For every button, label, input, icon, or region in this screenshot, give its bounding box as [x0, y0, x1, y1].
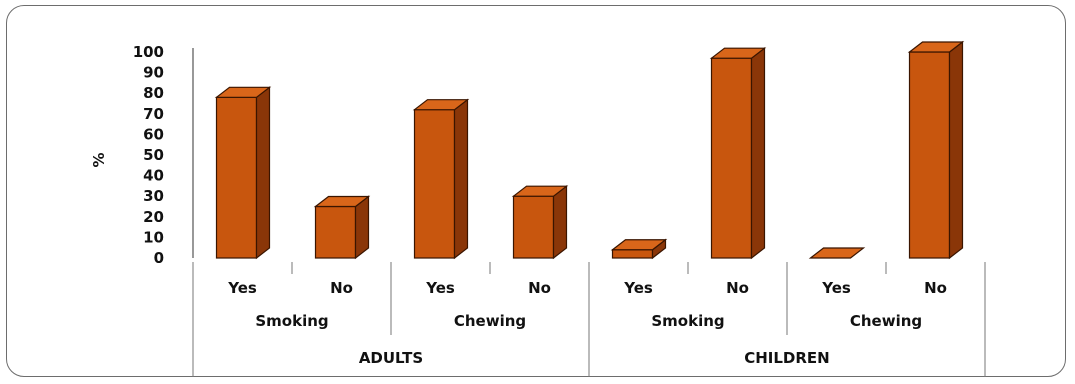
x-subgroup-label: Chewing	[850, 312, 922, 330]
bar-front	[215, 96, 258, 259]
y-tick-label: 10	[143, 228, 164, 246]
bar-top	[709, 47, 767, 59]
bar-top	[907, 41, 965, 53]
x-subgroup-label: Smoking	[255, 312, 328, 330]
bar	[610, 238, 668, 260]
bar-top	[610, 239, 668, 251]
x-subgroup-label: Smoking	[651, 312, 724, 330]
x-tick-label: Yes	[821, 279, 851, 297]
x-tick-label: No	[726, 279, 749, 297]
x-tick-label: No	[924, 279, 947, 297]
y-tick-label: 100	[133, 43, 164, 61]
y-axis: 0 10 20 30 40 50 60 70 80 90 100	[133, 43, 194, 267]
bar-top	[412, 99, 470, 111]
x-tick-label: Yes	[227, 279, 257, 297]
y-tick-label: 0	[154, 249, 164, 267]
x-tick-label: No	[528, 279, 551, 297]
bar	[511, 184, 569, 260]
bar-side	[750, 46, 766, 260]
category-dividers	[192, 262, 986, 377]
bar-side	[552, 184, 568, 260]
y-tick-label: 50	[143, 146, 164, 164]
x-tick-label: No	[330, 279, 353, 297]
y-tick-label: 40	[143, 167, 164, 185]
y-tick-label: 70	[143, 105, 164, 123]
bar-front	[710, 57, 753, 259]
bar-side	[255, 86, 271, 260]
bar-front	[314, 205, 357, 259]
bar	[412, 98, 470, 260]
bar	[808, 247, 866, 259]
x-tick-label: Yes	[425, 279, 455, 297]
y-axis-label: %	[90, 152, 108, 167]
y-tick-label: 80	[143, 84, 164, 102]
bar-front	[413, 109, 456, 259]
bar	[907, 40, 965, 260]
bar	[214, 86, 272, 260]
y-tick-label: 60	[143, 125, 164, 143]
bar-front	[908, 51, 951, 259]
x-group-label: CHILDREN	[744, 349, 830, 367]
bar	[313, 195, 371, 260]
bar-top	[808, 247, 866, 259]
bar	[709, 46, 767, 260]
chart-frame	[6, 5, 1066, 377]
bar-top	[313, 195, 371, 208]
bar-front	[512, 195, 555, 259]
x-subgroup-label: Chewing	[454, 312, 526, 330]
bars-layer	[214, 40, 965, 260]
bar-side	[948, 40, 964, 260]
y-tick-label: 30	[143, 187, 164, 205]
x-group-label: ADULTS	[359, 349, 423, 367]
y-tick-label: 90	[143, 64, 164, 82]
bar-top	[511, 185, 569, 197]
bar-front	[611, 249, 654, 259]
y-tick-label: 20	[143, 208, 164, 226]
x-tick-label: Yes	[623, 279, 653, 297]
bar-top	[214, 86, 272, 98]
bar-side	[453, 98, 469, 260]
